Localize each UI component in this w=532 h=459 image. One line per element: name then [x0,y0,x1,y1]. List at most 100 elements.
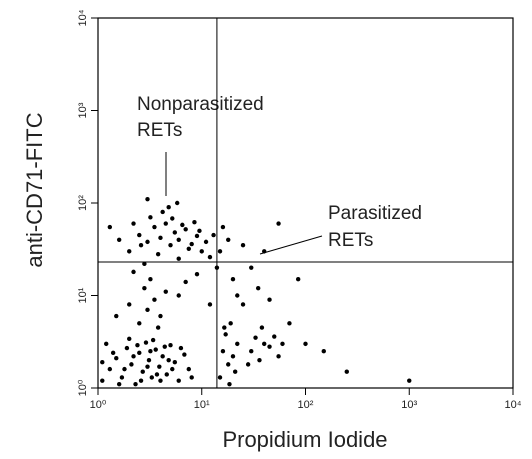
dot [160,354,165,359]
dot [186,366,191,372]
dot [138,378,144,383]
dot [170,366,175,372]
dot [157,364,162,369]
dot [145,307,150,313]
dot [131,221,136,226]
y-tick-label: 10³ [77,102,89,118]
dot [129,362,134,367]
x-axis-label: Propidium Iodide [222,427,387,452]
dot [110,350,116,356]
dot [172,230,178,235]
dot [194,271,200,277]
dot [148,348,153,354]
annotation: Nonparasitized [137,94,264,115]
dot [140,369,145,374]
dot [131,269,136,275]
dot [276,354,281,359]
dot [217,249,223,254]
dot [276,221,281,226]
dot [214,265,220,270]
dot [168,242,173,248]
dot [150,337,156,343]
dot [127,249,132,254]
dot [119,375,125,380]
dot [295,277,301,282]
dot [344,369,349,374]
dot [235,293,240,298]
dot [235,341,240,347]
dot [303,341,308,347]
dot [146,357,152,363]
dot [164,372,169,377]
dot [267,344,272,349]
dot [176,237,181,243]
dot [149,375,154,380]
dot [143,340,149,345]
dot [407,378,412,383]
dot [226,362,231,367]
y-tick-label: 10⁴ [77,9,89,26]
dot [163,289,168,294]
annotation: RETs [137,120,182,141]
dot [262,341,267,347]
dot [287,321,292,326]
dot [162,344,167,349]
dot [226,237,231,243]
dot [153,347,158,352]
dot [135,343,140,348]
dot [154,372,160,377]
dot [145,364,150,369]
dot [267,297,272,302]
dot [158,235,163,241]
dot [245,362,251,367]
dot [138,242,144,248]
dot [259,325,265,330]
y-tick-label: 10¹ [77,287,89,303]
dot [116,381,122,387]
dot [116,237,122,243]
dot [182,352,187,357]
dot [249,348,254,354]
dot [230,277,236,282]
dot [172,360,178,365]
dot [240,242,246,248]
dot [100,378,105,383]
dot [175,200,180,206]
dot [253,335,258,340]
dot [152,224,157,230]
dot [137,350,142,356]
dot [127,302,132,307]
annotation: Parasitized [328,203,422,224]
annotation: RETs [328,230,373,251]
dot [249,265,254,270]
x-tick-label: 10¹ [194,399,210,411]
dot [114,313,119,319]
dot [122,366,127,372]
dot [170,216,175,221]
x-tick-label: 10² [298,399,314,411]
dot [240,302,246,307]
dot [124,345,130,351]
dot [262,249,267,254]
dot [107,366,113,372]
dot [160,209,165,215]
dot [152,297,157,302]
dot [321,348,326,354]
dot [137,321,142,326]
dot [280,341,285,347]
dot [176,256,181,261]
dot [255,285,261,291]
dot [220,224,226,230]
dot [232,369,238,374]
dot [104,341,109,347]
dot [180,222,185,228]
dot [192,220,197,225]
dot [189,241,194,247]
dot [189,375,194,380]
x-tick-label: 10⁰ [90,399,107,411]
dot [257,357,262,363]
dot [155,251,161,257]
dot [107,224,113,230]
